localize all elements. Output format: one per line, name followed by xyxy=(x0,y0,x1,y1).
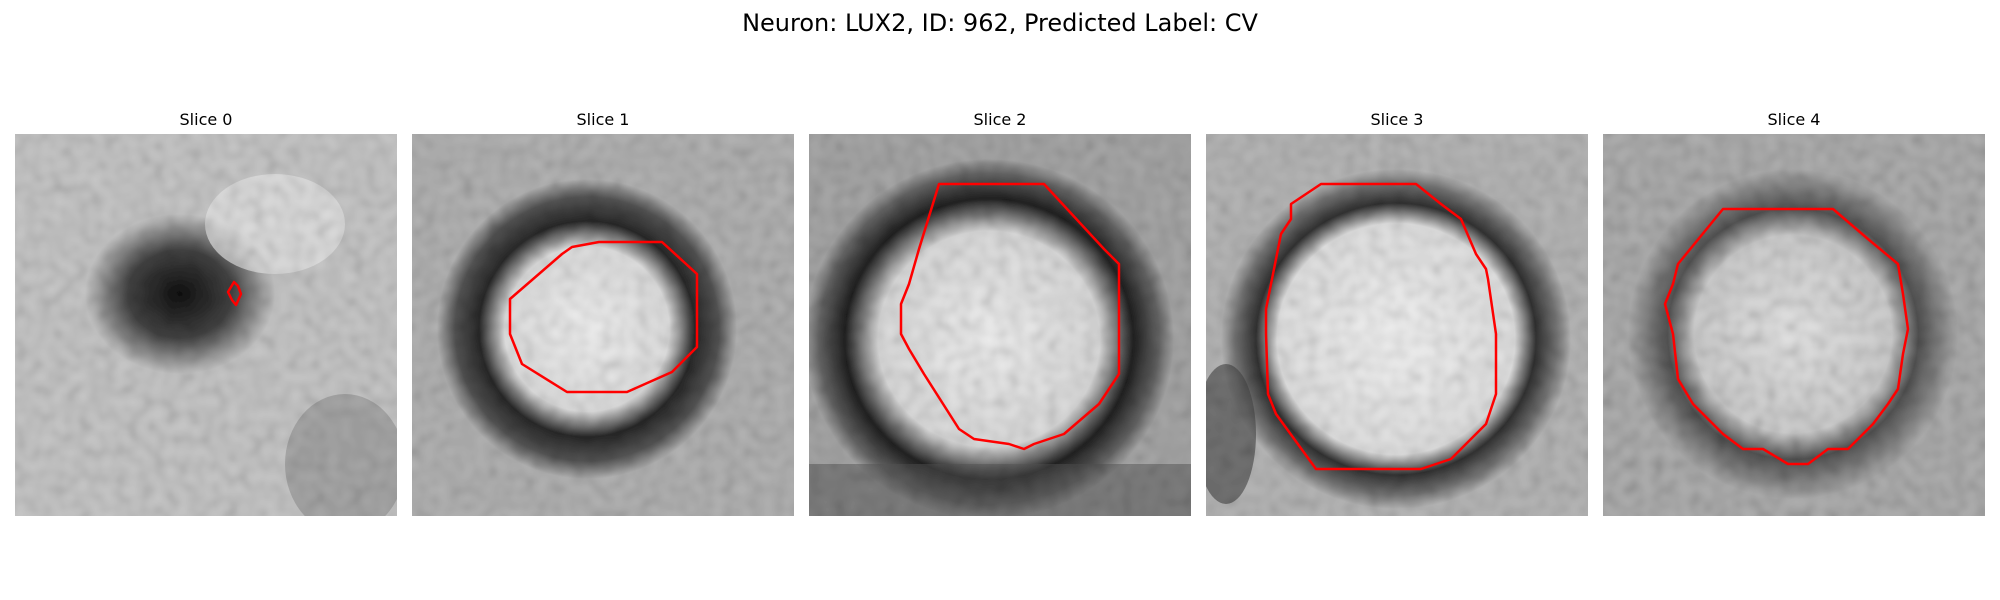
slice-4-texture xyxy=(1603,134,1985,516)
slice-panel-2: Slice 2 xyxy=(809,110,1191,519)
segmentation-contour-4 xyxy=(1663,207,1910,466)
slice-1-svg xyxy=(412,134,794,516)
slice-title-4: Slice 4 xyxy=(1767,110,1821,129)
slice-panel-0: Slice 0 xyxy=(15,110,397,519)
slice-image-1 xyxy=(412,134,794,516)
slice-panel-1: Slice 1 xyxy=(412,110,794,519)
segmentation-contour-2 xyxy=(899,182,1121,451)
slice-title-0: Slice 0 xyxy=(179,110,233,129)
slice-1-texture xyxy=(412,134,794,516)
slice-title-1: Slice 1 xyxy=(576,110,630,129)
slice-image-4 xyxy=(1603,134,1985,516)
slice-panel-4: Slice 4 xyxy=(1603,110,1985,519)
figure-title: Neuron: LUX2, ID: 962, Predicted Label: … xyxy=(742,9,1258,37)
slice-3-svg xyxy=(1206,134,1588,516)
slice-panel-3: Slice 3 xyxy=(1206,110,1588,519)
segmentation-contour-1 xyxy=(508,240,699,394)
slice-2-svg xyxy=(809,134,1191,516)
slice-2-texture xyxy=(809,134,1191,516)
slice-0-texture xyxy=(15,134,397,516)
slice-image-0 xyxy=(15,134,397,516)
segmentation-contour-0 xyxy=(226,280,243,307)
slice-0-svg xyxy=(15,134,397,516)
slice-image-3 xyxy=(1206,134,1588,516)
slice-4-svg xyxy=(1603,134,1985,516)
slice-image-2 xyxy=(809,134,1191,516)
slice-title-2: Slice 2 xyxy=(973,110,1027,129)
slice-3-texture xyxy=(1206,134,1588,516)
slice-title-3: Slice 3 xyxy=(1370,110,1424,129)
segmentation-contour-3 xyxy=(1264,182,1498,471)
